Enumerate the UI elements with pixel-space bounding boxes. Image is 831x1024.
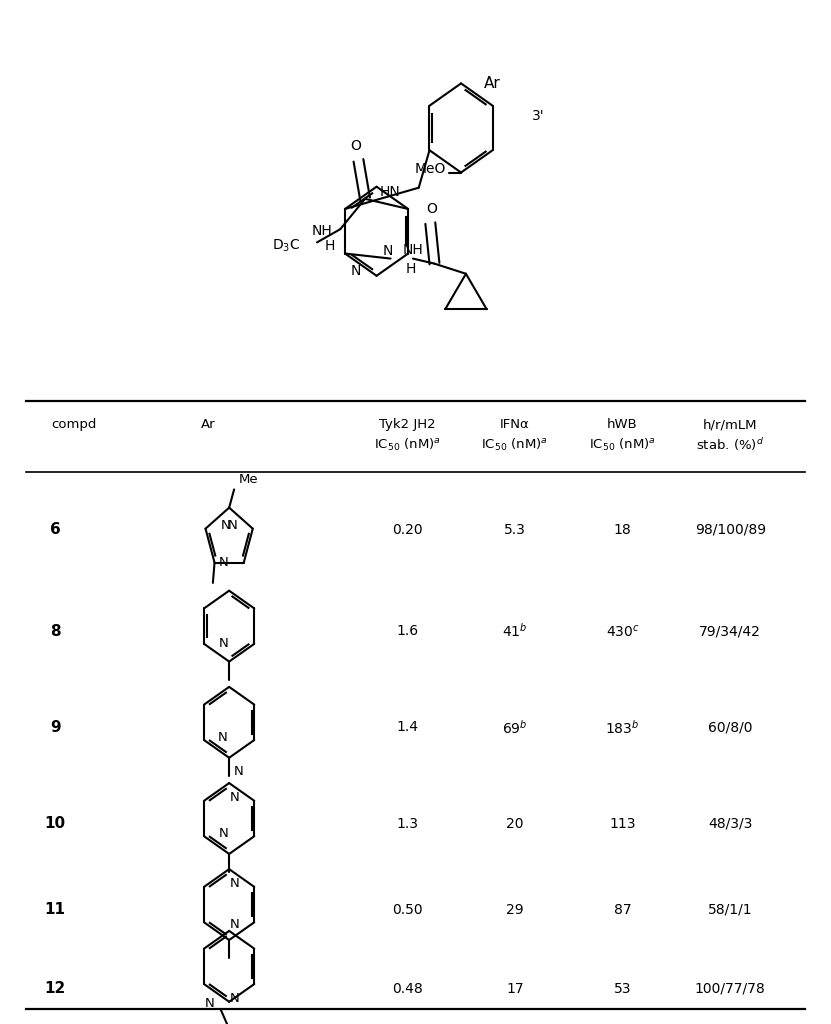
Text: Tyk2 JH2: Tyk2 JH2 xyxy=(379,418,435,431)
Text: 58/1/1: 58/1/1 xyxy=(708,902,753,916)
Text: 6: 6 xyxy=(50,522,61,538)
Text: 1.3: 1.3 xyxy=(396,816,418,830)
Text: 10: 10 xyxy=(45,816,66,831)
Text: H: H xyxy=(325,240,335,253)
Text: IC$_{50}$ (nM)$^{a}$: IC$_{50}$ (nM)$^{a}$ xyxy=(589,437,656,453)
Text: 98/100/89: 98/100/89 xyxy=(695,523,766,537)
Text: 11: 11 xyxy=(45,902,66,918)
Text: MeO: MeO xyxy=(415,163,446,176)
Text: N: N xyxy=(204,997,214,1011)
Text: 1.6: 1.6 xyxy=(396,625,418,638)
Text: 0.50: 0.50 xyxy=(392,902,422,916)
Text: 0.48: 0.48 xyxy=(392,982,423,995)
Text: IC$_{50}$ (nM)$^{a}$: IC$_{50}$ (nM)$^{a}$ xyxy=(481,437,548,453)
Text: N: N xyxy=(219,637,229,650)
Text: 69$^{b}$: 69$^{b}$ xyxy=(502,719,528,736)
Text: 17: 17 xyxy=(506,982,524,995)
Text: N: N xyxy=(382,245,392,258)
Text: N: N xyxy=(229,519,238,532)
Text: 53: 53 xyxy=(614,982,632,995)
Text: 60/8/0: 60/8/0 xyxy=(708,721,753,734)
Text: 79/34/42: 79/34/42 xyxy=(700,625,761,638)
Text: 430$^{c}$: 430$^{c}$ xyxy=(606,624,640,639)
Text: 5.3: 5.3 xyxy=(504,523,526,537)
Text: 183$^{b}$: 183$^{b}$ xyxy=(606,719,640,736)
Text: 0.20: 0.20 xyxy=(392,523,422,537)
Text: IFNα: IFNα xyxy=(500,418,529,431)
Text: HN: HN xyxy=(380,184,401,199)
Text: 8: 8 xyxy=(50,624,61,639)
Text: N: N xyxy=(220,519,230,532)
Text: 48/3/3: 48/3/3 xyxy=(708,816,752,830)
Text: 18: 18 xyxy=(613,523,632,537)
Text: compd: compd xyxy=(51,418,96,431)
Text: O: O xyxy=(351,139,361,154)
Text: N: N xyxy=(219,556,229,569)
Text: 20: 20 xyxy=(506,816,524,830)
Text: Me: Me xyxy=(239,473,258,485)
Text: N: N xyxy=(229,878,239,890)
Text: hWB: hWB xyxy=(607,418,638,431)
Text: IC$_{50}$ (nM)$^{a}$: IC$_{50}$ (nM)$^{a}$ xyxy=(374,437,440,453)
Text: H: H xyxy=(406,262,416,275)
Text: Ar: Ar xyxy=(201,418,216,431)
Text: N: N xyxy=(219,826,229,840)
Text: 29: 29 xyxy=(506,902,524,916)
Text: N: N xyxy=(351,264,361,278)
Text: 1.4: 1.4 xyxy=(396,721,418,734)
Text: 41$^{b}$: 41$^{b}$ xyxy=(502,623,528,640)
Text: N: N xyxy=(229,991,239,1005)
Text: h/r/mLM: h/r/mLM xyxy=(703,418,758,431)
Text: D$_3$C: D$_3$C xyxy=(272,238,301,254)
Text: 100/77/78: 100/77/78 xyxy=(695,982,765,995)
Text: 87: 87 xyxy=(614,902,632,916)
Text: 9: 9 xyxy=(50,720,61,735)
Text: N: N xyxy=(218,730,228,743)
Text: 3': 3' xyxy=(533,109,545,123)
Text: NH: NH xyxy=(403,244,424,257)
Text: Ar: Ar xyxy=(484,76,501,91)
Text: NH: NH xyxy=(311,224,332,239)
Text: O: O xyxy=(426,202,437,216)
Text: stab. (%)$^{d}$: stab. (%)$^{d}$ xyxy=(696,436,765,454)
Text: 113: 113 xyxy=(609,816,636,830)
Text: 12: 12 xyxy=(45,981,66,996)
Text: N: N xyxy=(234,765,243,778)
Text: N: N xyxy=(229,792,239,804)
Text: N: N xyxy=(229,918,239,931)
